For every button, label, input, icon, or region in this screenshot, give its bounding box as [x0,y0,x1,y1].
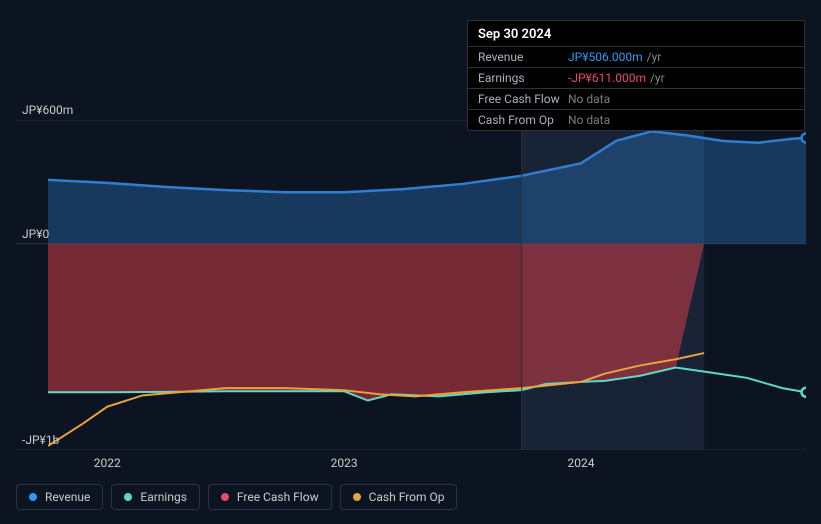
legend-label: Cash From Op [369,490,445,504]
tooltip-label: Revenue [478,50,568,64]
x-axis-label: 2023 [331,456,358,470]
y-axis-label: JP¥600m [22,103,73,117]
x-axis-label: 2024 [567,456,594,470]
legend-item-fcf[interactable]: Free Cash Flow [208,484,332,510]
tooltip-date: Sep 30 2024 [468,21,804,46]
tooltip-label: Cash From Op [478,113,568,127]
tooltip-label: Free Cash Flow [478,92,568,106]
x-axis-label: 2022 [94,456,121,470]
y-axis-label: JP¥0 [22,227,49,241]
legend-item-cashop[interactable]: Cash From Op [340,484,458,510]
legend-dot [124,493,132,501]
chart-svg [16,120,806,450]
legend-item-earnings[interactable]: Earnings [111,484,200,510]
tooltip-value: No data [568,92,794,106]
legend-label: Earnings [140,490,187,504]
tooltip-row: Free Cash Flow No data [468,88,804,109]
tooltip-value: JP¥506.000m/yr [568,50,794,64]
chart-area[interactable]: JP¥600mJP¥0-JP¥1b 202220232024 Past [16,120,806,450]
legend-label: Free Cash Flow [237,490,319,504]
legend-dot [221,493,229,501]
tooltip-value: -JP¥611.000m/yr [568,71,794,85]
legend-label: Revenue [45,490,90,504]
data-tooltip: Sep 30 2024 Revenue JP¥506.000m/yr Earni… [467,20,805,131]
legend-dot [353,493,361,501]
tooltip-row: Revenue JP¥506.000m/yr [468,46,804,67]
tooltip-value: No data [568,113,794,127]
legend-dot [29,493,37,501]
y-axis-label: -JP¥1b [22,433,59,447]
tooltip-row: Earnings -JP¥611.000m/yr [468,67,804,88]
legend: Revenue Earnings Free Cash Flow Cash Fro… [16,484,457,510]
tooltip-row: Cash From Op No data [468,109,804,130]
tooltip-label: Earnings [478,71,568,85]
legend-item-revenue[interactable]: Revenue [16,484,103,510]
